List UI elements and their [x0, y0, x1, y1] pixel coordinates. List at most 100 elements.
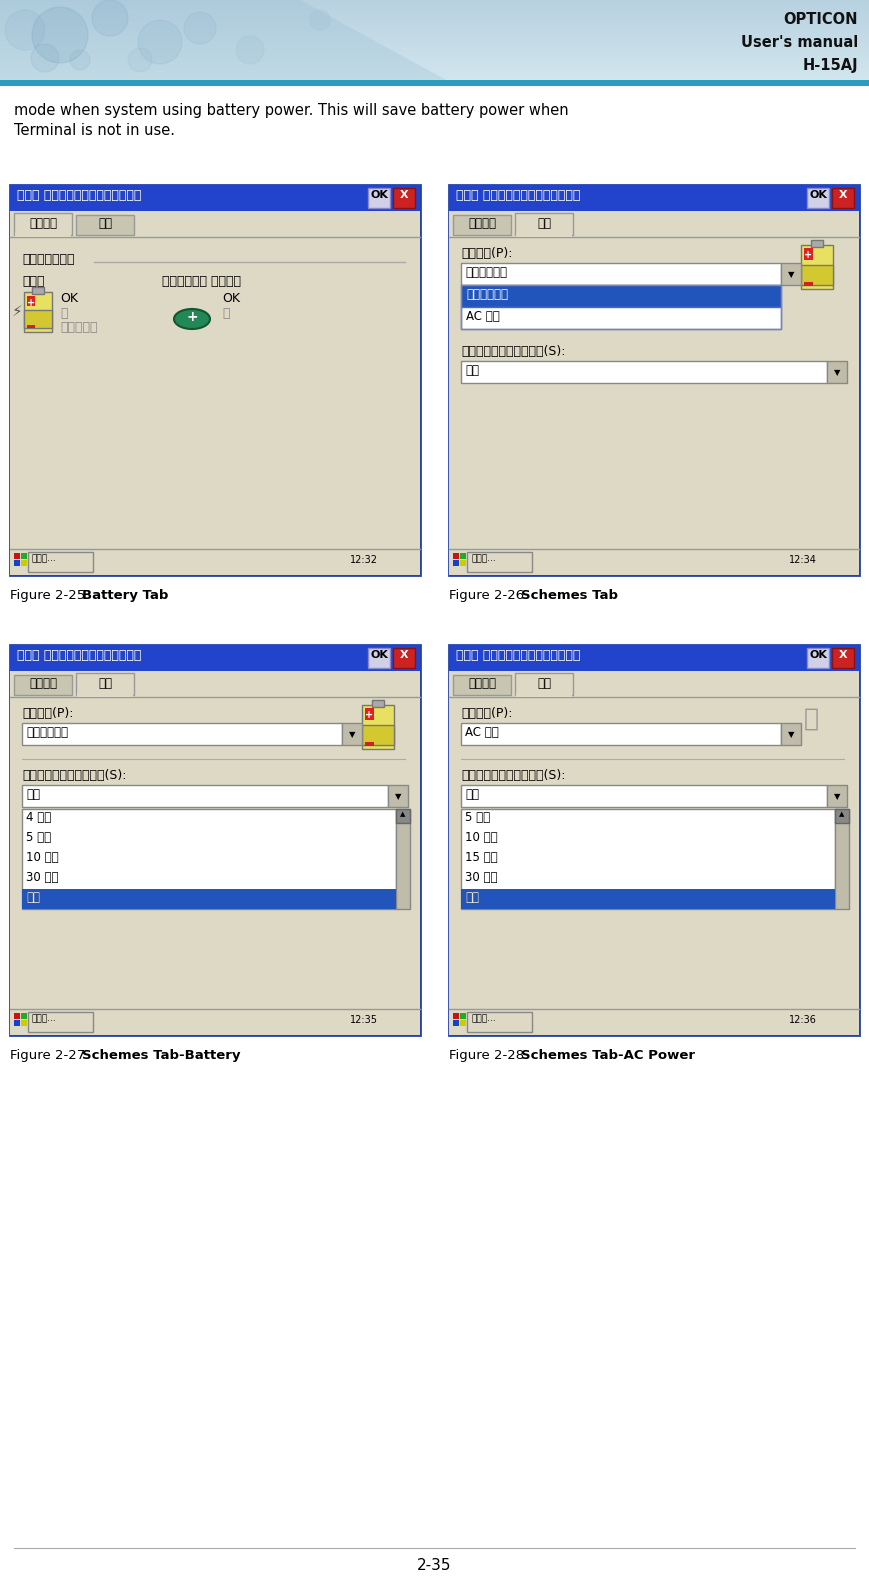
Bar	[467, 552, 532, 572]
Bar	[22, 809, 396, 909]
Bar	[515, 673, 573, 696]
Bar	[449, 645, 859, 1035]
Bar	[21, 1013, 27, 1019]
Bar	[0, 80, 869, 86]
Text: 30 分後: 30 分後	[465, 871, 497, 884]
Bar	[368, 648, 390, 669]
Circle shape	[5, 10, 45, 49]
Bar	[460, 552, 466, 559]
Text: 低: 低	[60, 307, 68, 320]
Text: OK: OK	[370, 650, 388, 661]
Text: Terminal is not in use.: Terminal is not in use.	[14, 123, 175, 139]
Ellipse shape	[174, 309, 210, 330]
Bar	[461, 809, 835, 909]
Bar	[342, 723, 362, 745]
Text: ▼: ▼	[395, 791, 401, 801]
Bar	[21, 560, 27, 567]
Bar	[21, 1020, 27, 1025]
Bar	[10, 185, 420, 575]
Text: ▲: ▲	[839, 810, 845, 817]
Bar	[10, 645, 420, 1035]
Bar	[460, 1020, 466, 1025]
Text: パワー マネージメントのプロパティ: パワー マネージメントのプロパティ	[17, 189, 142, 202]
Bar	[362, 705, 394, 748]
Bar	[14, 560, 20, 567]
Bar	[453, 215, 511, 236]
Text: X: X	[839, 189, 847, 201]
Text: OK: OK	[809, 650, 827, 661]
Bar	[801, 264, 833, 285]
Bar	[453, 675, 511, 696]
Text: バッテリ: バッテリ	[29, 217, 57, 229]
Text: 12:35: 12:35	[350, 1016, 378, 1025]
Bar	[365, 742, 374, 747]
Text: 4 分後: 4 分後	[26, 810, 51, 825]
Text: 低: 低	[222, 307, 229, 320]
Text: 10 分後: 10 分後	[465, 831, 498, 844]
Text: Schemes Tab: Schemes Tab	[521, 589, 618, 602]
Text: H-15AJ: H-15AJ	[802, 57, 858, 73]
Bar	[14, 1020, 20, 1025]
Text: 🔌: 🔌	[804, 707, 819, 731]
Text: 2-35: 2-35	[417, 1559, 451, 1573]
Bar	[22, 785, 388, 807]
Circle shape	[236, 37, 264, 64]
Bar	[461, 285, 781, 330]
Circle shape	[32, 6, 88, 64]
Bar	[10, 670, 420, 697]
Text: なし: なし	[465, 788, 479, 801]
Text: ▼: ▼	[348, 731, 355, 739]
Bar	[449, 670, 859, 697]
Bar	[22, 888, 396, 909]
Text: 設定: 設定	[537, 217, 551, 229]
Text: なし: なし	[465, 892, 479, 904]
Bar	[461, 263, 781, 285]
Text: OK: OK	[809, 189, 827, 201]
Text: 10 分後: 10 分後	[26, 852, 58, 864]
Text: OK: OK	[60, 291, 78, 306]
Text: なし: なし	[26, 892, 40, 904]
Bar	[832, 188, 854, 209]
Text: バッテリ電源: バッテリ電源	[26, 726, 68, 739]
Text: 12:36: 12:36	[789, 1016, 817, 1025]
Bar	[832, 648, 854, 669]
Bar	[10, 1009, 420, 1035]
Bar	[365, 708, 374, 720]
Bar	[461, 285, 781, 307]
Text: ⚡: ⚡	[11, 304, 22, 318]
Text: パワー マネージメントのプロパティ: パワー マネージメントのプロパティ	[17, 650, 142, 662]
Bar	[453, 552, 459, 559]
Circle shape	[92, 0, 128, 37]
Text: 状態をサスペンドに変更(S):: 状態をサスペンドに変更(S):	[22, 769, 127, 782]
Bar	[449, 549, 859, 575]
Bar	[461, 888, 835, 909]
Bar	[10, 697, 420, 1009]
Bar	[807, 648, 829, 669]
Text: バックアップ バッテリ: バックアップ バッテリ	[162, 275, 241, 288]
Polygon shape	[0, 0, 450, 83]
Bar	[22, 723, 342, 745]
Text: 設定: 設定	[98, 217, 112, 229]
Bar	[453, 560, 459, 567]
Bar	[10, 237, 420, 549]
Bar	[10, 549, 420, 575]
Text: 状態をサスペンドに変更(S):: 状態をサスペンドに変更(S):	[461, 769, 566, 782]
Bar	[781, 723, 801, 745]
Text: なし: なし	[465, 892, 479, 904]
Text: ▼: ▼	[788, 731, 794, 739]
Text: バッテリ電源: バッテリ電源	[465, 266, 507, 279]
Text: ▼: ▼	[833, 368, 840, 377]
Bar	[24, 291, 52, 333]
Text: 🔋バワ...: 🔋バワ...	[32, 554, 56, 564]
Text: バッテリの状態: バッテリの状態	[22, 253, 75, 266]
Bar	[460, 1013, 466, 1019]
Bar	[372, 700, 384, 707]
Text: Schemes Tab-AC Power: Schemes Tab-AC Power	[521, 1049, 695, 1062]
Bar	[396, 809, 410, 823]
Bar	[827, 361, 847, 384]
Text: OK: OK	[370, 189, 388, 201]
Text: AC 電源: AC 電源	[465, 726, 499, 739]
Bar	[516, 693, 572, 697]
Text: バッテリ: バッテリ	[468, 217, 496, 229]
Bar	[811, 240, 823, 247]
